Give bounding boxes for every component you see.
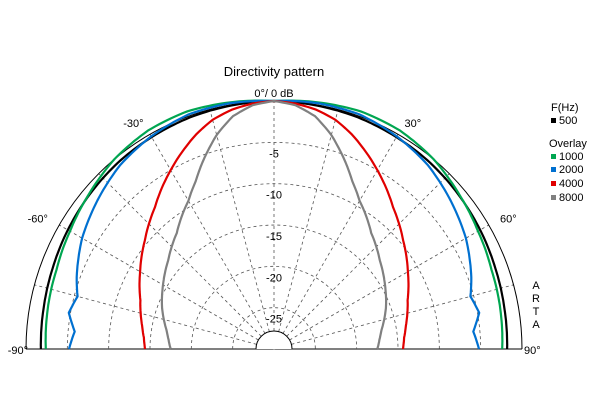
legend-label-2000: 2000 — [559, 164, 583, 176]
angle-tick-label: 30° — [405, 118, 422, 130]
polar-grid — [25, 100, 523, 350]
angle-tick-label: -60° — [28, 214, 48, 226]
legend-swatch-500 — [551, 118, 556, 123]
side-label-letter: A — [532, 280, 540, 292]
grid-circle — [149, 224, 399, 350]
grid-center-arc — [255, 330, 293, 350]
angle-tick-labels: -90° -60° -30° 30° 60° 90° — [8, 118, 541, 357]
grid-circle — [108, 183, 440, 350]
grid-spoke — [273, 173, 450, 350]
grid-circle — [190, 266, 358, 350]
side-label-letter: A — [532, 319, 540, 331]
legend-swatch-2000 — [551, 167, 556, 172]
series-group — [39, 99, 509, 350]
legend-label-1000: 1000 — [559, 151, 583, 163]
legend-swatch-4000 — [551, 181, 556, 186]
grid-circle — [66, 142, 482, 350]
legend-swatch-8000 — [551, 195, 556, 200]
radial-unit-label: 0°/ 0 dB — [254, 88, 293, 100]
side-label-letter: T — [533, 306, 540, 318]
chart-title: Directivity pattern — [224, 64, 324, 79]
legend-label-4000: 4000 — [559, 178, 583, 190]
side-label-letter: R — [532, 293, 540, 305]
legend-swatch-1000 — [551, 154, 556, 159]
grid-spoke — [149, 134, 275, 350]
radial-tick-label: -10 — [266, 190, 282, 202]
angle-tick-label: -30° — [123, 118, 143, 130]
grid-circle — [232, 307, 316, 350]
radial-tick-label: -25 — [266, 314, 282, 326]
radial-tick-labels: -5 -10 -15 -20 -25 — [266, 148, 282, 325]
angle-tick-label: 90° — [524, 345, 541, 357]
angle-tick-label: 60° — [500, 214, 517, 226]
radial-tick-label: -20 — [266, 272, 282, 284]
legend-header: F(Hz) — [551, 102, 579, 114]
grid-spoke — [273, 109, 339, 350]
legend-label-8000: 8000 — [559, 192, 583, 204]
legend-overlay-label: Overlay — [549, 138, 587, 150]
series-line-8000 — [160, 99, 388, 350]
radial-tick-label: -15 — [266, 231, 282, 243]
legend-label-500: 500 — [559, 115, 577, 127]
radial-tick-label: -5 — [269, 148, 279, 160]
angle-tick-label: -90° — [8, 345, 28, 357]
